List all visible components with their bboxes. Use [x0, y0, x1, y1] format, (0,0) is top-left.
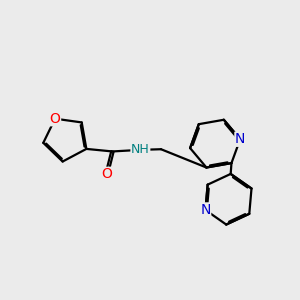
- Text: NH: NH: [131, 143, 150, 156]
- Text: N: N: [235, 132, 245, 146]
- Text: O: O: [101, 167, 112, 181]
- Text: O: O: [50, 112, 61, 126]
- Text: N: N: [200, 203, 211, 217]
